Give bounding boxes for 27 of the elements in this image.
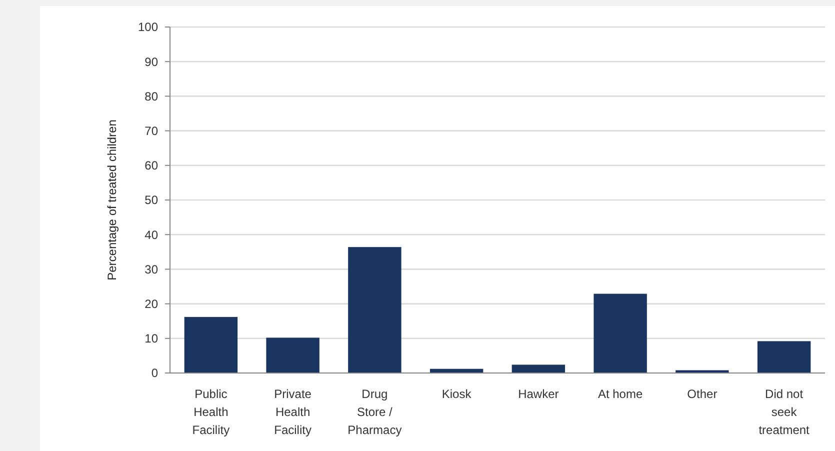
x-tick-label: Did not seek treatment [758, 387, 810, 437]
y-tick-label: 10 [144, 332, 158, 346]
bar [594, 294, 647, 373]
y-tick-label: 70 [144, 124, 158, 138]
bar [266, 338, 320, 373]
x-tick-label: Kiosk [442, 387, 472, 401]
y-tick-label: 0 [151, 366, 158, 380]
bar [676, 370, 729, 373]
bar [348, 247, 402, 373]
x-tick-label: Other [687, 387, 718, 401]
y-tick-label: 40 [144, 228, 158, 242]
y-tick-label: 60 [144, 158, 158, 173]
bar [757, 341, 811, 373]
y-tick-label: 100 [138, 20, 158, 34]
bar [184, 316, 238, 373]
x-tick-label: Hawker [518, 387, 559, 401]
bar [512, 364, 566, 373]
x-tick-label: Drug Store / Pharmacy [348, 387, 402, 437]
x-tick-label: Public Health Facility [192, 387, 230, 437]
y-tick-label: 50 [144, 193, 158, 208]
y-tick-label: 30 [144, 262, 158, 276]
x-tick-label: At home [598, 387, 643, 401]
x-tick-label: Private Health Facility [274, 387, 312, 437]
y-tick-label: 80 [144, 89, 158, 104]
y-tick-label: 20 [144, 297, 158, 311]
y-tick-label: 90 [144, 54, 158, 69]
y-axis-title: Percentage of treated children [105, 120, 119, 280]
